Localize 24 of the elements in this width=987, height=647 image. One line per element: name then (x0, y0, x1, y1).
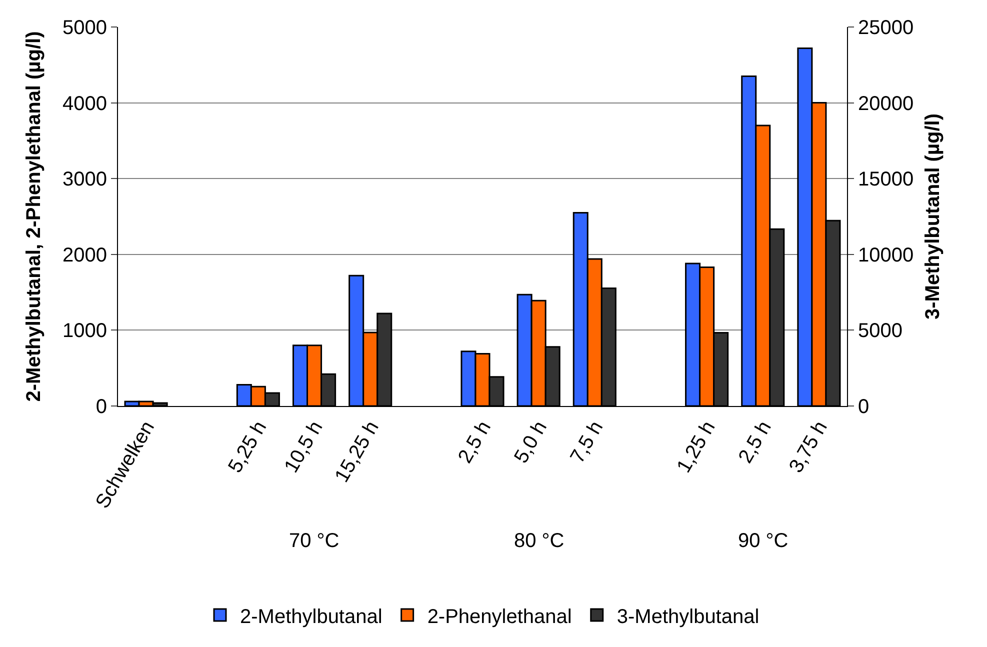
y-tick-label: 1000 (62, 320, 107, 342)
x-tick-label: 2,5 h (454, 418, 496, 468)
y-tick-label: 2000 (62, 244, 107, 266)
y2-tick-label: 20000 (858, 92, 914, 115)
y2-tick-label: 5000 (858, 320, 902, 342)
x-tick-label: 2,5 h (734, 418, 776, 468)
text: 90 °C (738, 530, 788, 552)
y2-tick-label: 25000 (858, 17, 914, 39)
legend-label: 2-Phenylethanal (427, 606, 572, 628)
y-axis-title: 2-Methylbutanal, 2-Phenylethanal (µg/l) (23, 31, 45, 402)
legend-label: 2-Methylbutanal (240, 606, 382, 628)
y-tick-label: 5000 (62, 17, 107, 39)
legend-label: 3-Methylbutanal (616, 606, 760, 628)
x-tick-label: 7,5 h (566, 418, 608, 468)
x-tick-label: 5,0 h (510, 418, 552, 468)
text: 80 °C (514, 530, 564, 552)
text: 70 °C (289, 530, 340, 552)
y2-tick-label: 10000 (858, 244, 914, 266)
y2-tick-label: 15000 (858, 168, 914, 191)
y2-tick-label: 0 (858, 396, 870, 418)
y-tick-label: 0 (96, 396, 107, 418)
y-tick-label: 3000 (62, 168, 107, 191)
y-tick-label: 4000 (62, 92, 107, 115)
y2-axis-title: 3-Methylbutanal (µg/l) (922, 114, 944, 320)
